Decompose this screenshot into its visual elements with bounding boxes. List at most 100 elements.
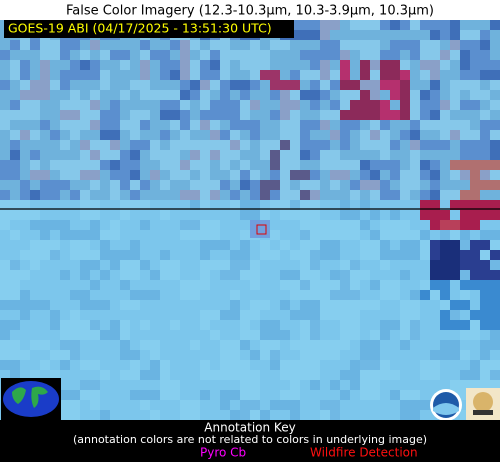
image-pixel	[420, 310, 430, 320]
image-pixel	[480, 300, 490, 310]
image-pixel	[210, 200, 220, 210]
image-pixel	[460, 400, 470, 410]
image-pixel	[280, 410, 290, 420]
image-pixel	[220, 350, 230, 360]
image-pixel	[390, 160, 400, 170]
image-pixel	[360, 160, 370, 170]
image-pixel	[230, 80, 240, 90]
image-pixel	[210, 120, 220, 130]
image-pixel	[360, 270, 370, 280]
image-pixel	[230, 380, 240, 390]
image-pixel	[50, 210, 60, 220]
image-pixel	[410, 360, 420, 370]
image-pixel	[450, 30, 460, 40]
image-pixel	[380, 210, 390, 220]
image-pixel	[230, 90, 240, 100]
image-pixel	[370, 300, 380, 310]
image-pixel	[450, 340, 460, 350]
image-pixel	[310, 140, 320, 150]
image-pixel	[440, 190, 450, 200]
image-pixel	[460, 90, 470, 100]
image-pixel	[260, 70, 270, 80]
image-pixel	[360, 410, 370, 420]
image-pixel	[420, 130, 430, 140]
image-pixel	[380, 240, 390, 250]
image-pixel	[450, 100, 460, 110]
image-pixel	[490, 340, 500, 350]
image-pixel	[430, 380, 440, 390]
image-pixel	[350, 150, 360, 160]
image-pixel	[40, 360, 50, 370]
image-pixel	[380, 160, 390, 170]
image-pixel	[70, 320, 80, 330]
image-pixel	[110, 320, 120, 330]
image-pixel	[270, 350, 280, 360]
image-pixel	[320, 280, 330, 290]
image-pixel	[280, 230, 290, 240]
image-pixel	[300, 410, 310, 420]
image-pixel	[50, 90, 60, 100]
image-pixel	[100, 160, 110, 170]
image-pixel	[350, 230, 360, 240]
image-pixel	[350, 270, 360, 280]
image-pixel	[200, 350, 210, 360]
image-pixel	[90, 400, 100, 410]
image-pixel	[10, 370, 20, 380]
image-pixel	[320, 260, 330, 270]
image-pixel	[50, 300, 60, 310]
image-pixel	[490, 370, 500, 380]
image-pixel	[270, 90, 280, 100]
wildfire-marker	[256, 224, 267, 235]
image-pixel	[150, 190, 160, 200]
image-pixel	[450, 230, 460, 240]
image-pixel	[290, 120, 300, 130]
image-pixel	[440, 270, 450, 280]
image-pixel	[290, 400, 300, 410]
image-pixel	[150, 370, 160, 380]
image-pixel	[130, 120, 140, 130]
image-pixel	[90, 370, 100, 380]
image-pixel	[260, 170, 270, 180]
image-pixel	[260, 110, 270, 120]
image-pixel	[90, 340, 100, 350]
image-pixel	[20, 170, 30, 180]
image-pixel	[80, 260, 90, 270]
image-pixel	[240, 240, 250, 250]
image-pixel	[450, 110, 460, 120]
image-pixel	[270, 330, 280, 340]
image-pixel	[180, 130, 190, 140]
image-pixel	[360, 170, 370, 180]
image-pixel	[240, 170, 250, 180]
image-pixel	[350, 260, 360, 270]
image-pixel	[390, 220, 400, 230]
image-pixel	[430, 210, 440, 220]
image-pixel	[40, 90, 50, 100]
image-pixel	[210, 60, 220, 70]
image-pixel	[400, 240, 410, 250]
image-pixel	[310, 120, 320, 130]
image-pixel	[10, 190, 20, 200]
image-pixel	[480, 310, 490, 320]
image-pixel	[140, 260, 150, 270]
image-pixel	[310, 90, 320, 100]
image-pixel	[380, 60, 390, 70]
image-pixel	[230, 50, 240, 60]
image-pixel	[260, 270, 270, 280]
image-pixel	[190, 270, 200, 280]
image-pixel	[150, 280, 160, 290]
image-pixel	[390, 300, 400, 310]
image-pixel	[480, 60, 490, 70]
image-pixel	[20, 190, 30, 200]
image-pixel	[60, 140, 70, 150]
image-pixel	[340, 230, 350, 240]
image-pixel	[230, 130, 240, 140]
image-pixel	[110, 70, 120, 80]
image-pixel	[330, 190, 340, 200]
image-pixel	[390, 110, 400, 120]
image-pixel	[90, 170, 100, 180]
image-pixel	[190, 310, 200, 320]
image-pixel	[0, 300, 10, 310]
image-pixel	[60, 290, 70, 300]
image-pixel	[170, 210, 180, 220]
image-pixel	[100, 300, 110, 310]
